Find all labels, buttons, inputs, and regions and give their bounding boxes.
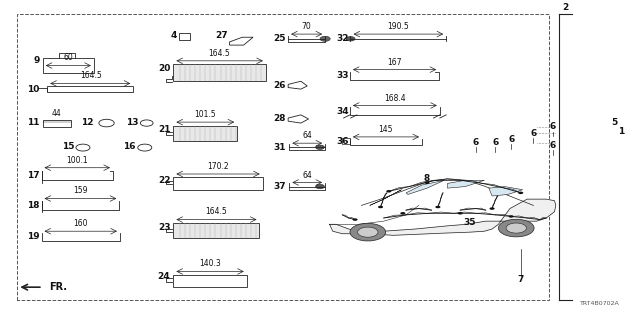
Text: 34: 34 <box>336 107 349 116</box>
Text: 36: 36 <box>336 137 349 147</box>
Text: 6: 6 <box>473 138 479 147</box>
Bar <box>43 58 94 73</box>
Text: 6: 6 <box>550 141 556 150</box>
Text: 6: 6 <box>492 138 499 147</box>
Text: 101.5: 101.5 <box>195 110 216 119</box>
Circle shape <box>458 212 463 214</box>
Circle shape <box>490 207 495 210</box>
Polygon shape <box>330 199 556 235</box>
Text: 64: 64 <box>302 171 312 180</box>
Text: 37: 37 <box>274 182 286 191</box>
Text: 64: 64 <box>302 131 312 140</box>
Text: 164.5: 164.5 <box>205 207 227 216</box>
Text: 32: 32 <box>336 34 349 43</box>
Text: 168.4: 168.4 <box>384 94 405 103</box>
Text: 145: 145 <box>378 125 393 134</box>
Text: 26: 26 <box>274 82 286 91</box>
Text: 21: 21 <box>157 125 170 134</box>
Text: 33: 33 <box>336 71 349 80</box>
Circle shape <box>316 184 324 189</box>
Text: 17: 17 <box>27 171 40 180</box>
Text: 160: 160 <box>73 219 88 228</box>
Circle shape <box>518 192 524 194</box>
Text: 19: 19 <box>27 232 40 241</box>
Bar <box>43 120 72 127</box>
Text: 18: 18 <box>27 201 40 210</box>
Circle shape <box>358 227 378 237</box>
Text: 1: 1 <box>618 127 624 136</box>
Text: 13: 13 <box>126 118 138 127</box>
Text: 6: 6 <box>531 129 536 138</box>
Text: 190.5: 190.5 <box>387 22 409 31</box>
Text: 23: 23 <box>157 223 170 232</box>
Bar <box>173 223 259 238</box>
Circle shape <box>424 181 429 184</box>
Text: 70: 70 <box>301 22 312 31</box>
Text: 11: 11 <box>27 118 40 127</box>
Bar <box>47 86 133 92</box>
Bar <box>173 177 262 190</box>
Text: 6: 6 <box>508 135 515 144</box>
Bar <box>179 34 190 40</box>
Text: 24: 24 <box>157 272 170 281</box>
Text: 44: 44 <box>52 109 61 118</box>
Text: 4: 4 <box>170 31 177 40</box>
Text: 15: 15 <box>62 142 75 151</box>
Text: 159: 159 <box>73 186 88 196</box>
Text: 140.3: 140.3 <box>199 259 221 268</box>
Text: 170.2: 170.2 <box>207 162 229 171</box>
Text: 6: 6 <box>550 122 556 131</box>
Circle shape <box>353 218 358 221</box>
Text: 167: 167 <box>387 58 402 67</box>
Bar <box>173 64 266 81</box>
Text: 35: 35 <box>463 218 476 227</box>
Text: 10: 10 <box>28 84 40 94</box>
Polygon shape <box>447 180 484 188</box>
Text: 31: 31 <box>274 143 286 152</box>
Circle shape <box>378 206 383 208</box>
Text: 12: 12 <box>81 118 94 127</box>
Polygon shape <box>370 190 401 205</box>
Circle shape <box>320 36 330 41</box>
Text: 164.5: 164.5 <box>80 71 102 80</box>
Text: 60: 60 <box>63 53 73 62</box>
Circle shape <box>509 215 514 218</box>
Text: 100.1: 100.1 <box>67 156 88 164</box>
Circle shape <box>499 219 534 237</box>
Circle shape <box>346 36 355 41</box>
Bar <box>342 139 350 143</box>
Text: 16: 16 <box>123 142 135 151</box>
Text: 5: 5 <box>611 118 618 127</box>
Circle shape <box>506 223 527 233</box>
Polygon shape <box>489 187 523 196</box>
Circle shape <box>316 145 324 149</box>
Bar <box>173 275 246 287</box>
Bar <box>173 126 237 141</box>
Text: 2: 2 <box>562 3 568 12</box>
Text: 27: 27 <box>215 31 228 40</box>
Text: FR.: FR. <box>49 282 67 292</box>
Text: 25: 25 <box>274 34 286 43</box>
Text: 164.5: 164.5 <box>209 49 230 58</box>
Text: 8: 8 <box>424 174 430 183</box>
Text: 20: 20 <box>158 64 170 73</box>
Text: 22: 22 <box>157 176 170 185</box>
Text: 7: 7 <box>518 275 524 284</box>
Circle shape <box>350 223 386 241</box>
Text: 9: 9 <box>33 56 40 65</box>
Polygon shape <box>406 180 444 195</box>
Circle shape <box>435 206 440 208</box>
Circle shape <box>387 190 392 193</box>
Text: 28: 28 <box>274 115 286 124</box>
Circle shape <box>400 212 405 214</box>
Text: TRT4B0702A: TRT4B0702A <box>580 301 620 306</box>
